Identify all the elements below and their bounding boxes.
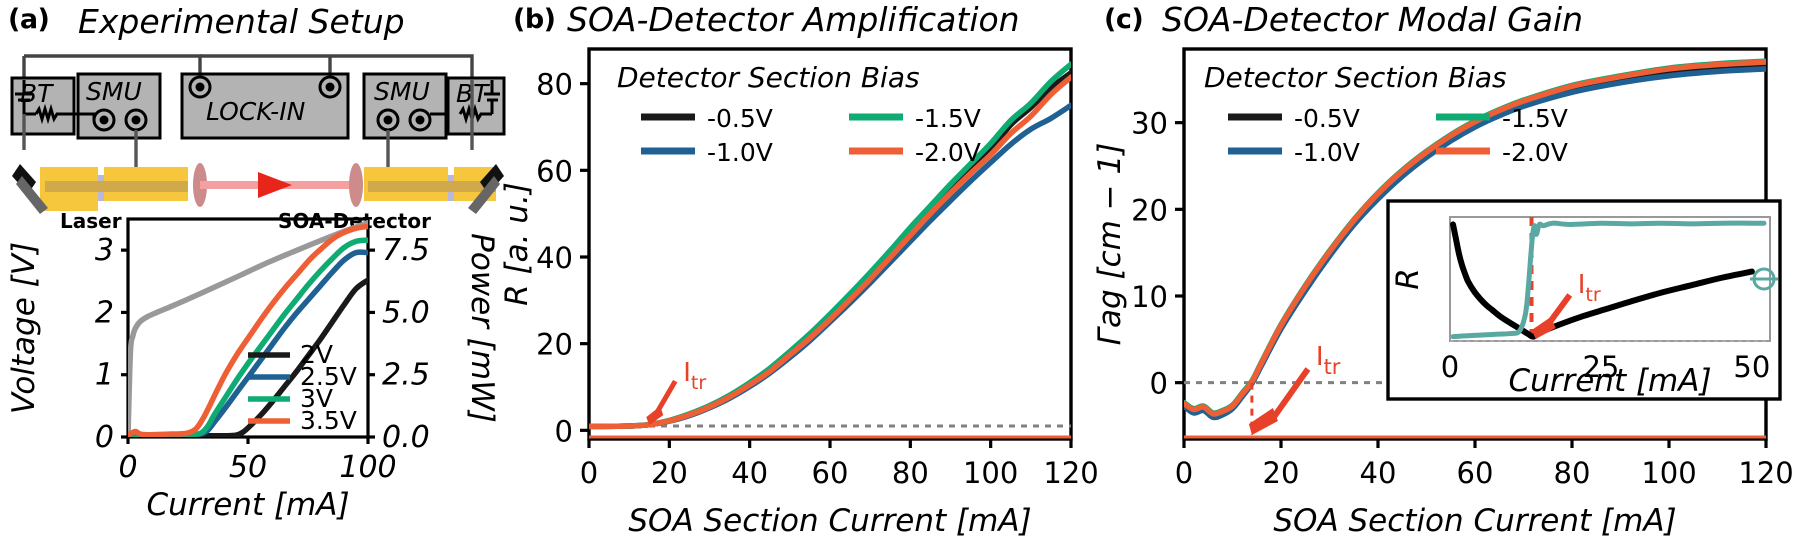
panel-c-modal-gain-xlabel: SOA Section Current [mA]: [1273, 503, 1676, 539]
inset-itr-arrow-head: [1531, 317, 1556, 339]
legend-label-3_5V: 3.5V: [300, 406, 357, 435]
smu-left-box: [76, 72, 162, 140]
series-_2_0V: [589, 74, 1071, 430]
y-ticklabel: 60: [536, 154, 573, 188]
panel-b-chart: 0 20 40 60 80 100 120 0 20 40 60 80 SOA Section Curr…: [499, 47, 1099, 539]
itr-arrow-head: [1248, 408, 1278, 435]
panel-b-amplification-frame: [587, 47, 1073, 441]
x-ticklabel: 20: [1263, 456, 1300, 490]
panel-a-ylabel: Voltage [V]: [6, 242, 42, 414]
legend-label-_0_5V: -0.5V: [1294, 104, 1360, 133]
y-ticklabel: 2: [95, 295, 114, 330]
y-ticklabel: 20: [536, 328, 573, 362]
y2-ticklabel: 5.0: [382, 295, 430, 330]
inset-x-ticklabel: 0: [1441, 350, 1459, 384]
x-ticklabel: 60: [812, 456, 849, 490]
panel-b-amplification-ylabel: R [a. u.]: [499, 182, 535, 306]
panel-a: (a) Experimental Setup BT SMU: [0, 0, 506, 559]
laser-label: Laser: [60, 209, 122, 233]
series-IV: [128, 219, 368, 437]
y2-ticklabel: 2.5: [382, 358, 430, 393]
panel-c-modal-gain-legend-title: Detector Section Bias: [1204, 61, 1507, 94]
y-ticklabel: 0: [555, 414, 573, 448]
series-_0_5V: [589, 70, 1071, 430]
legend-label-2V: 2V: [300, 340, 333, 369]
legend-label-_1_5V: -1.5V: [915, 104, 981, 133]
panel-c-chart: 0 20 40 60 80 100 120 0 10 20 30 SOA Section Curren…: [1092, 47, 1794, 539]
inset-series-R-black: [1450, 221, 1755, 340]
smu-right-box: [362, 72, 448, 140]
x-ticklabel: 100: [1641, 456, 1696, 490]
x-ticklabel: 60: [1457, 456, 1494, 490]
inset-xlabel: Current [mA]: [1508, 363, 1711, 399]
panel-a-tag: (a): [8, 4, 50, 35]
panel-b-title: SOA-Detector Amplification: [567, 0, 1020, 39]
panel-c-tag: (c): [1104, 4, 1144, 35]
panel-b-tag: (b): [513, 4, 556, 35]
y-ticklabel: 3: [95, 233, 114, 268]
smu-right-label: SMU: [374, 77, 430, 106]
panel-b: (b) SOA-Detector Amplification 0 20 40 60 80…: [499, 0, 1100, 559]
legend-label-_1_0V: -1.0V: [707, 138, 773, 167]
y-ticklabel: 0: [95, 420, 114, 455]
panel-a-liv-chart: 0 50 100 0 1 2 3 0.0 2.5 5.0 7.5 Current [mA] Voltag…: [6, 217, 500, 523]
inset-x-ticklabel: 25: [1582, 350, 1619, 384]
panel-c: (c) SOA-Detector Modal Gain 0 20 40 60 80 100…: [1092, 0, 1795, 559]
legend-label-_2_0V: -2.0V: [915, 138, 981, 167]
x-ticklabel: 50: [229, 450, 267, 485]
lockin-label: LOCK-IN: [206, 97, 306, 126]
y-ticklabel: 1: [95, 358, 114, 393]
y-ticklabel: 30: [1131, 107, 1168, 141]
x-ticklabel: 80: [892, 456, 929, 490]
legend-label-3V: 3V: [300, 384, 333, 413]
panel-b-amplification-xlabel: SOA Section Current [mA]: [628, 503, 1031, 539]
x-ticklabel: 100: [339, 450, 396, 485]
y-ticklabel: 0: [1150, 367, 1168, 401]
x-ticklabel: 80: [1554, 456, 1591, 490]
experimental-setup-schematic: BT SMU LOCK-IN SMU: [10, 54, 506, 233]
series-3_5V: [128, 223, 368, 437]
y-ticklabel: 80: [536, 68, 573, 102]
x-ticklabel: 100: [963, 456, 1018, 490]
series-_1_0V: [1184, 66, 1766, 421]
y-ticklabel: 10: [1131, 280, 1168, 314]
legend-label-_1_0V: -1.0V: [1294, 138, 1360, 167]
inset-ylabel: R: [1390, 268, 1426, 290]
legend-label-_0_5V: -0.5V: [707, 104, 773, 133]
panel-c-title: SOA-Detector Modal Gain: [1162, 0, 1584, 39]
panel-a-ylabel-right: Power [mW]: [464, 233, 500, 423]
itr-arrow-head: [646, 406, 664, 426]
y2-ticklabel: 7.5: [382, 233, 430, 268]
x-ticklabel: 40: [1360, 456, 1397, 490]
itr-arrow-shaft: [1271, 367, 1311, 419]
y-ticklabel: 40: [536, 241, 573, 275]
itr-label: Itr: [1316, 342, 1341, 379]
series-_2_0V: [1184, 59, 1766, 417]
x-ticklabel: 0: [580, 456, 598, 490]
x-ticklabel: 40: [731, 456, 768, 490]
x-ticklabel: 120: [1738, 456, 1793, 490]
legend-label-_2_0V: -2.0V: [1502, 138, 1568, 167]
smu-left-label: SMU: [86, 77, 142, 106]
itr-label: Itr: [683, 358, 706, 394]
inset-x-ticklabel: 50: [1733, 350, 1770, 384]
panel-a-title: Experimental Setup: [78, 2, 405, 41]
beam-direction-arrow: [258, 172, 292, 198]
legend-label-2_5V: 2.5V: [300, 362, 357, 391]
panel-b-amplification-legend-title: Detector Section Bias: [617, 61, 920, 94]
inset-series-R-teal: [1450, 220, 1767, 340]
y-ticklabel: 20: [1131, 193, 1168, 227]
panel-c-modal-gain-ylabel: Γag [cm − 1]: [1092, 143, 1128, 346]
x-ticklabel: 120: [1043, 456, 1098, 490]
x-ticklabel: 20: [651, 456, 688, 490]
x-ticklabel: 0: [118, 450, 137, 485]
bt-right-box: [446, 76, 506, 136]
y2-ticklabel: 0.0: [382, 420, 430, 455]
x-ticklabel: 0: [1175, 456, 1193, 490]
legend-label-_1_5V: -1.5V: [1502, 104, 1568, 133]
panel-a-xlabel: Current [mA]: [146, 487, 349, 523]
